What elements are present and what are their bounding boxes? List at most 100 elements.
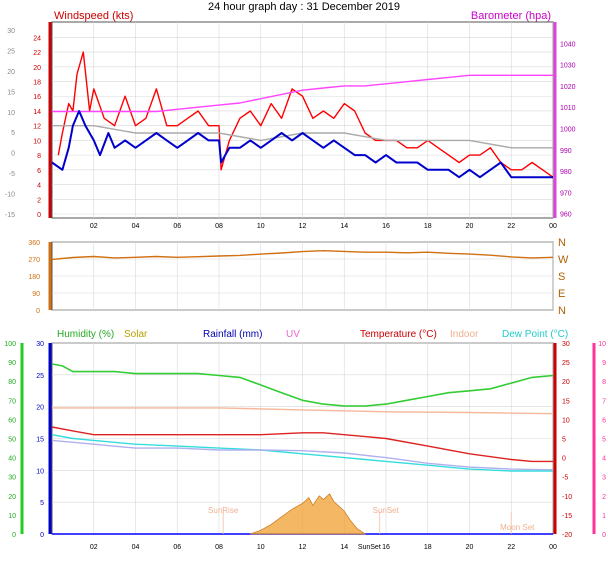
annotation-2: Moon Set — [500, 523, 535, 532]
wind-left-tick-1: 2 — [37, 197, 41, 204]
baro-tick-1: 970 — [560, 190, 572, 197]
multi-x-tick-0: 02 — [90, 544, 98, 551]
temp-tick-8: 20 — [562, 379, 570, 386]
dir-tick-2: 180 — [28, 274, 40, 281]
dir-compass-4: N — [558, 237, 566, 249]
wind-x-tick-7: 16 — [382, 223, 390, 230]
temp-tick-4: 0 — [562, 456, 566, 463]
wind-outer-tick-8: 25 — [7, 48, 15, 55]
multi-x-tick-7: 16 — [382, 544, 390, 551]
multi-x-tick-3: 08 — [215, 544, 223, 551]
baro-tick-2: 980 — [560, 169, 572, 176]
humidity-tick-4: 40 — [8, 456, 16, 463]
wind-x-tick-0: 02 — [90, 223, 98, 230]
wind-x-tick-5: 12 — [299, 223, 307, 230]
wind-left-tick-6: 12 — [33, 124, 41, 131]
multi-x-tick-5: 12 — [299, 544, 307, 551]
temp-tick-2: -10 — [562, 494, 572, 501]
annotation-1: SunSet — [373, 506, 400, 515]
wind-x-tick-1: 04 — [132, 223, 140, 230]
sunset-x-label: SunSet — [358, 544, 381, 551]
wind-left-tick-2: 4 — [37, 183, 41, 190]
wind-x-tick-2: 06 — [173, 223, 181, 230]
wind-left-tick-4: 8 — [37, 153, 41, 160]
wind-left-tick-0: 0 — [37, 212, 41, 219]
humidity-tick-3: 30 — [8, 475, 16, 482]
humidity-tick-6: 60 — [8, 417, 16, 424]
baro-tick-7: 1030 — [560, 63, 576, 70]
page-title: 24 hour graph day : 31 December 2019 — [208, 1, 400, 13]
wind-x-tick-8: 18 — [424, 223, 432, 230]
multi-x-tick-11: 00 — [549, 544, 557, 551]
wind-outer-tick-5: 10 — [7, 110, 15, 117]
multi-x-tick-4: 10 — [257, 544, 265, 551]
uv-tick-6: 6 — [602, 417, 606, 424]
uv-tick-8: 8 — [602, 379, 606, 386]
wind-outer-tick-9: 30 — [7, 28, 15, 35]
wind-left-tick-8: 16 — [33, 94, 41, 101]
multi-series-2 — [51, 426, 553, 463]
multi-x-tick-6: 14 — [340, 544, 348, 551]
annotation-0: SunRise — [208, 506, 239, 515]
rainfall-label: Rainfall (mm) — [203, 329, 262, 340]
wind-axis-label: Windspeed (kts) — [54, 10, 133, 22]
dir-compass-3: W — [558, 254, 569, 266]
dir-tick-1: 90 — [32, 291, 40, 298]
rain-tick-2: 10 — [36, 468, 44, 475]
temp-tick-0: -20 — [562, 532, 572, 539]
humidity-tick-1: 10 — [8, 513, 16, 520]
multi-series-4 — [51, 439, 554, 471]
wind-outer-tick-6: 15 — [7, 89, 15, 96]
rain-tick-6: 30 — [36, 341, 44, 348]
dir-compass-0: N — [558, 305, 566, 317]
humidity-tick-0: 0 — [12, 532, 16, 539]
uv-tick-2: 2 — [602, 494, 606, 501]
baro-tick-4: 1000 — [560, 127, 576, 134]
humidity-tick-10: 100 — [4, 341, 16, 348]
wind-x-tick-11: 00 — [549, 223, 557, 230]
humidity-tick-5: 50 — [8, 437, 16, 444]
wind-series-3 — [51, 110, 553, 179]
wind-x-tick-10: 22 — [507, 223, 515, 230]
humidity-tick-2: 20 — [8, 494, 16, 501]
humidity-tick-7: 70 — [8, 398, 16, 405]
dewpoint-label: Dew Point (°C) — [502, 329, 568, 340]
temperature-label: Temperature (°C) — [360, 329, 437, 340]
wind-left-tick-10: 20 — [33, 65, 41, 72]
wind-left-tick-11: 22 — [33, 50, 41, 57]
multi-x-tick-10: 22 — [507, 544, 515, 551]
multi-series-1 — [52, 407, 554, 415]
temp-tick-6: 10 — [562, 417, 570, 424]
wind-left-tick-9: 18 — [33, 80, 41, 87]
uv-tick-0: 0 — [602, 532, 606, 539]
wind-left-tick-5: 10 — [33, 138, 41, 145]
wind-left-tick-7: 14 — [33, 109, 41, 116]
wind-x-tick-6: 14 — [340, 223, 348, 230]
indoor-label: Indoor — [450, 329, 479, 340]
humidity-tick-9: 90 — [8, 360, 16, 367]
temp-tick-5: 5 — [562, 437, 566, 444]
solar-label: Solar — [124, 329, 148, 340]
wind-outer-tick-7: 20 — [7, 69, 15, 76]
wind-left-tick-12: 24 — [33, 35, 41, 42]
dir-tick-3: 270 — [28, 257, 40, 264]
rain-tick-5: 25 — [36, 373, 44, 380]
multi-series-3 — [51, 434, 553, 472]
wind-left-tick-3: 6 — [37, 168, 41, 175]
dir-tick-0: 0 — [36, 308, 40, 315]
uv-tick-9: 9 — [602, 360, 606, 367]
rain-tick-3: 15 — [36, 437, 44, 444]
baro-axis-label: Barometer (hpa) — [471, 10, 551, 22]
wind-outer-tick-4: 5 — [11, 130, 15, 137]
multi-x-tick-2: 06 — [173, 544, 181, 551]
rain-tick-1: 5 — [40, 500, 44, 507]
multi-series-0 — [51, 363, 554, 407]
baro-tick-0: 960 — [560, 212, 572, 219]
direction-series-0 — [51, 250, 554, 261]
uv-tick-5: 5 — [602, 437, 606, 444]
temp-tick-3: -5 — [562, 475, 568, 482]
wind-x-tick-4: 10 — [257, 223, 265, 230]
temp-tick-10: 30 — [562, 341, 570, 348]
